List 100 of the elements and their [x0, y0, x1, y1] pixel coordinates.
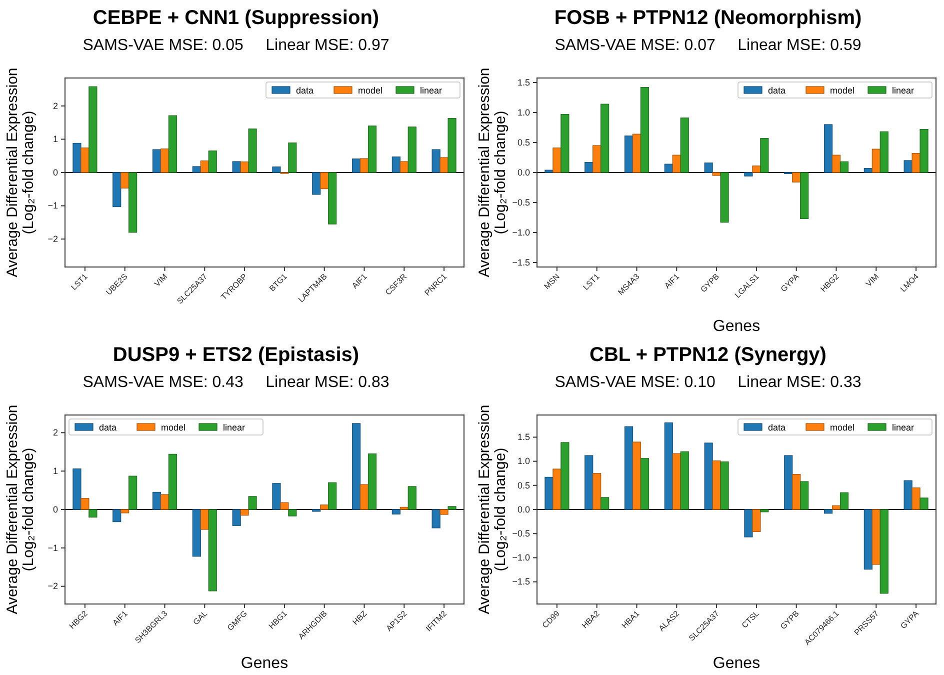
legend-label: linear: [223, 422, 246, 432]
bar: [272, 166, 281, 173]
bar: [408, 126, 416, 173]
bar: [352, 423, 361, 510]
bar: [880, 131, 888, 173]
bar: [352, 158, 361, 173]
bar: [400, 161, 408, 173]
bar: [432, 149, 440, 173]
bar: [392, 509, 400, 514]
bar: [544, 476, 554, 510]
y-axis-title: Average Differential Expression (Log₂-fold change): [4, 404, 37, 614]
chart-subtitle: SAMS-VAE MSE: 0.10 Linear MSE: 0.33: [554, 374, 862, 391]
bar: [840, 161, 849, 173]
legend-label: linear: [420, 86, 442, 96]
bar: [88, 509, 98, 518]
y-tick-label: 0: [52, 504, 58, 514]
x-axis-title: Genes: [712, 655, 760, 672]
bar: [200, 160, 209, 173]
bar: [72, 468, 82, 510]
y-tick-label: 1.0: [517, 456, 530, 466]
bar: [824, 124, 833, 173]
bar: [880, 509, 888, 594]
legend-label: model: [161, 422, 186, 432]
bar: [640, 87, 650, 173]
bar: [112, 172, 122, 208]
bar: [408, 486, 416, 510]
y-tick-label: −0.5: [512, 528, 530, 538]
bar: [800, 481, 809, 510]
y-tick-label: 0.5: [517, 480, 530, 490]
bar: [288, 509, 297, 516]
bar: [664, 164, 673, 173]
bar: [88, 86, 98, 173]
bar: [320, 172, 329, 190]
y-tick-label: 1: [52, 466, 58, 476]
y-tick-label: −1: [48, 542, 58, 553]
x-axis-title: Genes: [240, 655, 288, 672]
bar: [920, 498, 928, 510]
legend-label: data: [768, 86, 786, 96]
bar: [120, 172, 130, 188]
bar: [680, 451, 689, 510]
bar: [288, 142, 297, 173]
bar: [208, 150, 217, 173]
y-tick-label: −0.5: [512, 197, 530, 208]
bar: [832, 505, 841, 510]
bar: [360, 484, 369, 510]
bar: [120, 509, 130, 514]
bar: [800, 172, 809, 219]
bar: [128, 476, 138, 510]
y-tick-label: −2: [48, 581, 58, 592]
bar: [112, 509, 122, 522]
bar: [152, 492, 162, 510]
chart-subtitle: SAMS-VAE MSE: 0.05 Linear MSE: 0.97: [82, 37, 390, 54]
chart-title: CBL + PTPN12 (Synergy): [590, 344, 826, 366]
bar: [160, 494, 170, 510]
bar: [912, 153, 920, 173]
y-tick-label: −2: [48, 234, 58, 244]
y-tick-label: 0: [52, 167, 58, 178]
bar: [440, 509, 448, 515]
bar: [792, 474, 801, 510]
bar: [152, 149, 162, 173]
bar: [208, 509, 217, 592]
bar: [792, 172, 801, 182]
bar: [312, 172, 321, 195]
bar: [328, 172, 337, 224]
bar: [832, 154, 841, 173]
bar: [592, 145, 602, 173]
y-tick-label: 1.5: [517, 432, 530, 442]
bar: [864, 168, 872, 173]
bar: [912, 488, 920, 510]
bar: [232, 161, 241, 173]
bar: [624, 426, 634, 510]
legend-label: data: [296, 86, 314, 96]
bar: [320, 504, 329, 510]
bar: [560, 114, 570, 173]
bar: [368, 454, 377, 510]
bar: [192, 509, 201, 557]
bar: [128, 172, 138, 233]
y-tick-label: 0.0: [517, 167, 530, 178]
bar: [720, 172, 729, 223]
bar: [704, 162, 713, 173]
y-tick-label: −1.0: [512, 552, 530, 563]
legend-label: data: [768, 422, 786, 432]
legend-label: linear: [892, 422, 914, 432]
y-tick-label: −1.5: [512, 257, 530, 268]
chart-title: CEBPE + CNN1 (Suppression): [92, 7, 380, 29]
bar: [448, 506, 456, 510]
bar: [584, 162, 594, 173]
bar: [360, 158, 369, 173]
y-tick-label: −1.5: [512, 576, 530, 587]
x-tick-label: VIM: [152, 272, 170, 288]
bar: [80, 148, 90, 173]
bar: [440, 157, 448, 173]
y-tick-label: 1: [52, 134, 58, 144]
bar: [168, 115, 178, 173]
y-tick-label: 1.5: [517, 77, 530, 88]
chart-subtitle: SAMS-VAE MSE: 0.43 Linear MSE: 0.83: [82, 374, 390, 391]
bar: [592, 473, 602, 510]
bar: [72, 142, 82, 173]
y-tick-label: −1.0: [512, 227, 530, 238]
chart-title: FOSB + PTPN12 (Neomorphism): [554, 7, 862, 29]
